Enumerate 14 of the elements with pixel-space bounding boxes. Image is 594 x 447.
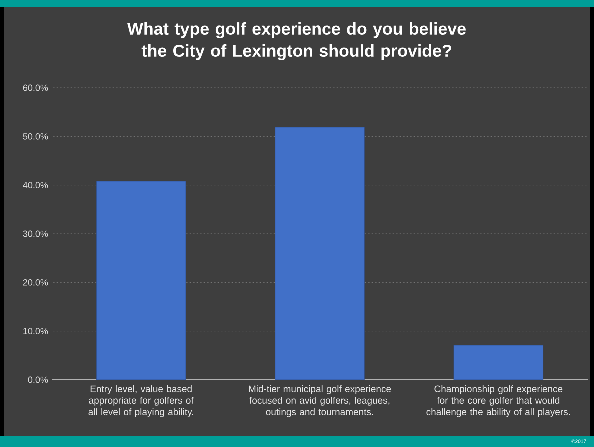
y-tick-label: 50.0%	[23, 133, 48, 140]
bar	[454, 345, 544, 380]
bar	[275, 127, 365, 380]
chart-title: What type golf experience do you believe the City of Lexington should provide?	[127, 22, 466, 60]
y-tick-label: 20.0%	[23, 279, 48, 286]
y-tick-label: 30.0%	[23, 230, 48, 238]
bar	[96, 181, 186, 380]
x-tick-label: Mid-tier municipal golf experience focused on avid golfers, leagues, outings and tournaments.	[249, 386, 392, 418]
y-tick-label: 0.0%	[28, 376, 48, 384]
x-tick-label: Championship golf experience for the core golfer that would challenge the ability of all players.	[426, 386, 570, 418]
y-tick-label: 40.0%	[23, 182, 48, 189]
y-tick-label: 10.0%	[24, 328, 48, 335]
y-tick-label: 60.0%	[23, 84, 48, 92]
x-tick-label: Entry level, value based appropriate for golfers of all level of playing ability.	[88, 386, 194, 418]
